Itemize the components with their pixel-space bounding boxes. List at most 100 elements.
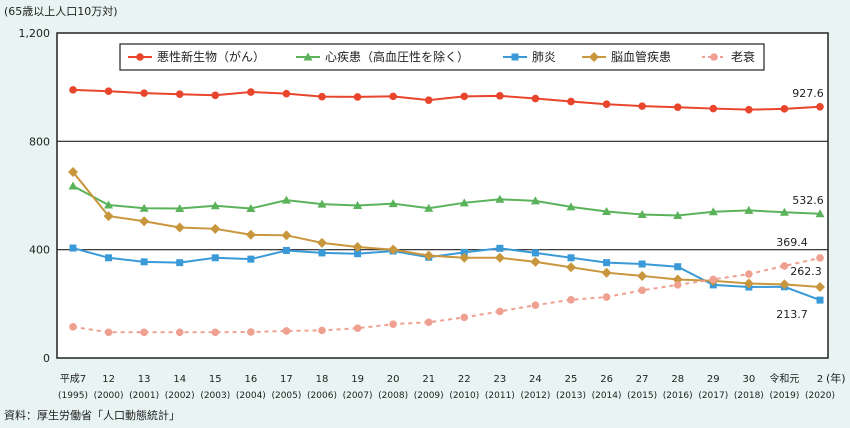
data-point xyxy=(780,105,789,113)
x-tick-year: (2014) xyxy=(592,391,622,401)
end-value-label: 369.4 xyxy=(776,236,808,249)
series-line xyxy=(72,256,821,334)
data-point xyxy=(140,328,148,337)
data-point xyxy=(709,275,718,284)
data-point xyxy=(603,259,611,267)
data-point xyxy=(352,241,363,252)
data-point xyxy=(567,97,575,106)
x-tick-label: 16 xyxy=(244,374,257,385)
data-point xyxy=(104,87,113,96)
data-point xyxy=(424,318,433,327)
y-tick-label: 0 xyxy=(43,352,50,365)
x-tick-label: 13 xyxy=(138,374,151,385)
data-point xyxy=(68,166,78,177)
data-point xyxy=(673,211,683,220)
data-point xyxy=(567,254,575,262)
x-tick-label: 28 xyxy=(671,374,684,385)
data-point xyxy=(245,229,256,240)
data-point xyxy=(530,256,541,267)
legend-label: 肺炎 xyxy=(532,50,556,64)
series-3: 262.3 xyxy=(68,166,825,292)
data-point xyxy=(353,324,362,333)
data-point xyxy=(531,249,539,257)
x-tick-label: 22 xyxy=(458,374,471,385)
unit-label: (65歳以上人口10万対) xyxy=(4,4,118,18)
data-point xyxy=(602,293,611,301)
x-tick-year: (2001) xyxy=(129,391,159,401)
x-tick-year: (2007) xyxy=(343,391,373,401)
data-point xyxy=(638,260,646,268)
data-point xyxy=(281,230,292,241)
legend: 悪性新生物（がん） 心疾患（高血圧性を除く） 肺炎 脳血管疾患 老衰 xyxy=(119,43,765,71)
data-point xyxy=(140,89,148,97)
data-point xyxy=(353,201,363,210)
x-tick-label: 27 xyxy=(636,374,649,385)
data-point xyxy=(745,270,753,278)
data-point xyxy=(318,326,326,335)
x-tick-label: 26 xyxy=(600,374,613,385)
x-tick-year: (2020) xyxy=(805,391,835,401)
data-point xyxy=(139,216,150,227)
data-point xyxy=(709,104,718,113)
data-point xyxy=(317,199,327,208)
x-tick-year: (2006) xyxy=(307,391,337,401)
x-tick-label: 14 xyxy=(173,374,186,385)
end-value-label: 927.6 xyxy=(792,87,824,100)
data-point xyxy=(211,91,220,100)
series-line xyxy=(72,185,821,217)
legend-marker xyxy=(511,53,519,61)
data-point xyxy=(175,204,185,212)
data-point xyxy=(531,301,540,309)
x-unit-label: (年) xyxy=(826,371,846,385)
x-tick-year: (2003) xyxy=(200,391,230,401)
x-tick-year: (2010) xyxy=(449,391,479,401)
x-tick-year: (2000) xyxy=(94,391,124,401)
x-tick-label: 18 xyxy=(316,374,329,385)
data-point xyxy=(210,223,221,234)
data-point xyxy=(496,307,504,316)
x-tick-year: (2004) xyxy=(236,391,266,401)
data-point xyxy=(816,296,824,304)
y-tick-label: 1,200 xyxy=(19,27,51,40)
data-point xyxy=(708,207,718,216)
x-tick-year: (2018) xyxy=(734,391,764,401)
data-point xyxy=(496,92,504,100)
source-note: 資料：厚生労働省「人口動態統計」 xyxy=(4,408,180,422)
data-point xyxy=(69,323,77,331)
data-point xyxy=(779,279,790,290)
data-point xyxy=(815,281,825,292)
data-point xyxy=(140,258,148,266)
data-point xyxy=(282,89,291,98)
x-tick-label: 15 xyxy=(209,374,222,385)
data-point xyxy=(104,200,114,209)
data-point xyxy=(638,286,646,295)
data-point xyxy=(389,92,397,101)
series-line xyxy=(72,247,821,302)
data-point xyxy=(780,262,789,270)
data-point xyxy=(424,96,433,104)
data-point xyxy=(602,100,611,109)
x-tick-label: 29 xyxy=(707,374,720,385)
legend-marker xyxy=(136,53,144,61)
data-point xyxy=(460,248,468,256)
data-point xyxy=(566,202,576,211)
data-point xyxy=(246,204,256,212)
x-tick-year: (2013) xyxy=(556,391,586,401)
x-tick-label: 30 xyxy=(742,374,755,385)
x-tick-label: 2 xyxy=(817,374,823,385)
data-point xyxy=(247,88,255,96)
x-tick-label: 24 xyxy=(529,374,542,385)
series-1: 532.6 xyxy=(68,181,825,220)
plot-frame xyxy=(56,32,829,359)
x-tick-year: (2005) xyxy=(271,391,301,401)
data-point xyxy=(353,93,362,101)
legend-label: 心疾患（高血圧性を除く） xyxy=(325,49,469,64)
data-point xyxy=(139,203,149,212)
data-point xyxy=(494,252,505,263)
data-point xyxy=(176,259,184,267)
data-point xyxy=(354,250,362,258)
data-point xyxy=(175,90,184,99)
data-point xyxy=(459,198,469,207)
data-point xyxy=(743,278,754,289)
